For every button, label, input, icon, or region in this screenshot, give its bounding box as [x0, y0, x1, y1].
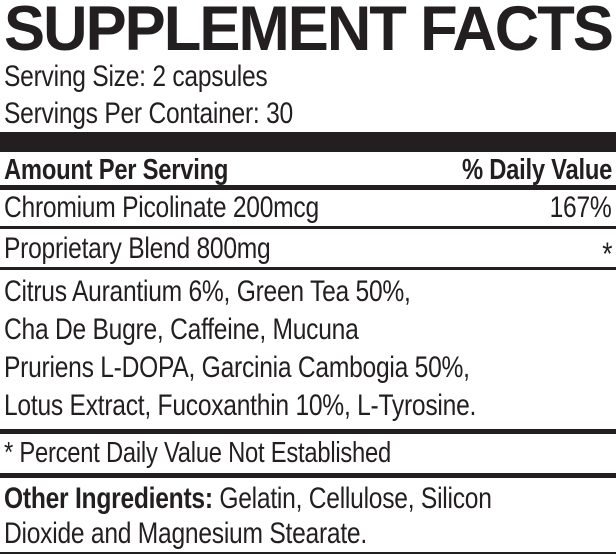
nutrient-name: Chromium Picolinate 200mcg — [4, 191, 319, 224]
header-divider-rule — [0, 185, 616, 190]
blend-line-text: Citrus Aurantium 6%, Green Tea 50%, — [4, 275, 411, 308]
blend-line: Cha De Bugre, Caffeine, Mucuna — [4, 311, 612, 349]
serving-size-line: Serving Size: 2 capsules — [4, 58, 616, 95]
panel-title: SUPPLEMENT FACTS — [4, 0, 616, 64]
amount-per-serving-header: Amount Per Serving — [4, 154, 229, 186]
daily-value-header: % Daily Value — [461, 154, 612, 186]
footnote-divider-rule — [0, 429, 616, 434]
nutrient-daily-value-asterisk: * — [602, 236, 612, 272]
blend-line: Citrus Aurantium 6%, Green Tea 50%, — [4, 273, 612, 311]
blend-line: Lotus Extract, Fucoxanthin 10%, L-Tyrosi… — [4, 387, 612, 425]
nutrient-row-chromium: Chromium Picolinate 200mcg 167% — [0, 190, 616, 226]
other-ingredients-text: Gelatin, Cellulose, Silicon — [219, 482, 492, 515]
other-ingredients-section: Other Ingredients: Gelatin, Cellulose, Si… — [0, 478, 616, 551]
servings-per-container-line: Servings Per Container: 30 — [4, 95, 616, 132]
separator-bar-top — [0, 132, 616, 152]
panel-title-text: SUPPLEMENT FACTS — [4, 0, 614, 64]
daily-value-footnote: * Percent Daily Value Not Established — [0, 434, 616, 473]
blend-line: Pruriens L-DOPA, Garcinia Cambogia 50%, — [4, 349, 612, 387]
bottom-border-line — [0, 552, 616, 554]
row-divider-rule — [0, 267, 616, 270]
daily-value-footnote-text: * Percent Daily Value Not Established — [4, 437, 392, 469]
blend-line-text: Pruriens L-DOPA, Garcinia Cambogia 50%, — [4, 351, 470, 384]
other-ingredients-line: Dioxide and Magnesium Stearate. — [4, 516, 612, 551]
other-ingredients-line: Other Ingredients: Gelatin, Cellulose, Si… — [4, 481, 612, 516]
row-divider-rule — [0, 226, 616, 229]
other-ingredients-text: Dioxide and Magnesium Stearate. — [4, 517, 367, 550]
column-header-row: Amount Per Serving % Daily Value — [0, 155, 616, 185]
other-ingredients-label: Other Ingredients: — [4, 482, 213, 515]
servings-per-container-text: Servings Per Container: 30 — [4, 97, 293, 130]
blend-line-text: Lotus Extract, Fucoxanthin 10%, L-Tyrosi… — [4, 389, 477, 422]
nutrient-name: Proprietary Blend 800mg — [4, 232, 271, 265]
nutrient-daily-value: 167% — [550, 191, 612, 224]
nutrient-row-proprietary-blend: Proprietary Blend 800mg * — [0, 229, 616, 272]
proprietary-blend-ingredient-list: Citrus Aurantium 6%, Green Tea 50%, Cha … — [0, 270, 616, 425]
other-ingredients-divider-rule — [0, 473, 616, 478]
serving-size-text: Serving Size: 2 capsules — [4, 60, 268, 93]
blend-line-text: Cha De Bugre, Caffeine, Mucuna — [4, 313, 359, 346]
